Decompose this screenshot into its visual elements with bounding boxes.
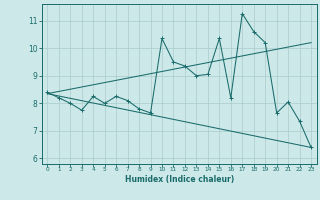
X-axis label: Humidex (Indice chaleur): Humidex (Indice chaleur) [124,175,234,184]
